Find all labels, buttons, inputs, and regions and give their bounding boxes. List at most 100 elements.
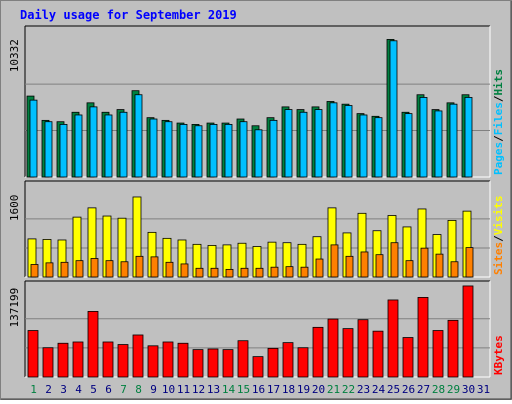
- x-tick-label: 27: [417, 383, 430, 396]
- bar-files: [299, 111, 308, 178]
- panel-visits_sites: 1600 Sites/Visits: [8, 180, 505, 278]
- legend-separator: /: [492, 235, 505, 242]
- bar-files: [374, 117, 383, 178]
- x-tick-label: 17: [267, 383, 280, 396]
- bar-files: [44, 121, 53, 178]
- bar-files: [449, 103, 458, 178]
- bar-sites: [120, 261, 129, 278]
- bar-sites: [345, 255, 354, 278]
- y-max-label: 1600: [8, 195, 21, 222]
- x-tick-label: 1: [30, 383, 37, 396]
- bar-kbytes: [102, 341, 114, 378]
- x-tick-label: 10: [162, 383, 175, 396]
- bar-kbytes: [432, 330, 444, 378]
- bar-sites: [60, 261, 69, 278]
- legend-item-pages: Pages: [492, 142, 505, 175]
- bar-kbytes: [282, 342, 294, 378]
- bar-kbytes: [402, 337, 414, 378]
- bar-files: [359, 114, 368, 178]
- legend-separator: /: [492, 95, 505, 102]
- panel-bars: [26, 39, 473, 178]
- x-tick-label: 12: [192, 383, 205, 396]
- x-tick-label: 30: [462, 383, 475, 396]
- bar-sites: [195, 267, 204, 278]
- bar-sites: [75, 260, 84, 278]
- bar-files: [119, 111, 128, 178]
- legend-separator: /: [492, 135, 505, 142]
- x-tick-label: 26: [402, 383, 415, 396]
- x-tick-label: 6: [105, 383, 112, 396]
- bar-sites: [150, 256, 159, 278]
- bar-sites: [240, 267, 249, 278]
- bar-sites: [180, 263, 189, 278]
- bar-files: [149, 118, 158, 178]
- bar-sites: [300, 266, 309, 278]
- x-tick-label: 28: [432, 383, 445, 396]
- bar-sites: [105, 260, 114, 278]
- bar-kbytes: [462, 285, 474, 378]
- bar-sites: [450, 261, 459, 278]
- bar-files: [344, 105, 353, 178]
- chart-panels: 10332Pages/Files/Hits1600Sites/Visits137…: [8, 25, 505, 378]
- bar-files: [434, 110, 443, 178]
- bar-sites: [270, 266, 279, 278]
- panel-legend: KBytes: [492, 335, 505, 375]
- legend-item-visits: Visits: [492, 196, 505, 236]
- bar-kbytes: [87, 311, 99, 378]
- bar-sites: [90, 258, 99, 278]
- bar-files: [464, 97, 473, 178]
- bar-kbytes: [312, 326, 324, 378]
- bar-kbytes: [297, 347, 309, 378]
- panel-bars: [27, 285, 474, 378]
- bar-kbytes: [57, 342, 69, 378]
- bar-files: [284, 109, 293, 178]
- x-tick-label: 11: [177, 383, 190, 396]
- bar-sites: [225, 268, 234, 278]
- bar-files: [329, 102, 338, 178]
- x-tick-label: 2: [45, 383, 52, 396]
- bar-files: [239, 121, 248, 178]
- bar-files: [134, 94, 143, 178]
- chart-title: Daily usage for September 2019: [20, 8, 237, 22]
- x-tick-label: 9: [150, 383, 157, 396]
- bar-files: [164, 121, 173, 178]
- bar-sites: [165, 261, 174, 278]
- bar-files: [389, 40, 398, 178]
- bar-files: [89, 106, 98, 178]
- bar-sites: [210, 267, 219, 278]
- x-tick-label: 14: [222, 383, 236, 396]
- panel-bars: [27, 196, 474, 278]
- bar-kbytes: [42, 347, 54, 378]
- bar-files: [179, 124, 188, 178]
- bar-files: [104, 114, 113, 178]
- bar-kbytes: [252, 356, 264, 378]
- bar-kbytes: [417, 297, 429, 378]
- bar-files: [209, 124, 218, 178]
- x-tick-label: 3: [60, 383, 67, 396]
- bar-sites: [255, 267, 264, 278]
- x-tick-label: 16: [252, 383, 265, 396]
- bar-sites: [315, 258, 324, 278]
- bar-sites: [435, 253, 444, 278]
- x-tick-label: 15: [237, 383, 250, 396]
- bar-sites: [285, 266, 294, 278]
- bar-kbytes: [147, 345, 159, 378]
- bar-sites: [390, 242, 399, 278]
- bar-sites: [465, 247, 474, 278]
- panel-legend: Pages/Files/Hits: [492, 69, 505, 175]
- x-tick-label: 21: [327, 383, 340, 396]
- x-tick-label: 29: [447, 383, 460, 396]
- bar-files: [314, 109, 323, 178]
- legend-item-hits: Hits: [492, 69, 505, 96]
- bar-kbytes: [447, 319, 459, 378]
- bar-files: [419, 97, 428, 178]
- x-tick-label: 19: [297, 383, 310, 396]
- bar-kbytes: [117, 344, 129, 378]
- x-tick-label: 13: [207, 383, 220, 396]
- bar-kbytes: [162, 341, 174, 378]
- bar-files: [254, 129, 263, 178]
- bar-kbytes: [222, 349, 234, 378]
- x-tick-label: 31: [477, 383, 490, 396]
- bar-kbytes: [192, 349, 204, 378]
- x-tick-label: 4: [75, 383, 82, 396]
